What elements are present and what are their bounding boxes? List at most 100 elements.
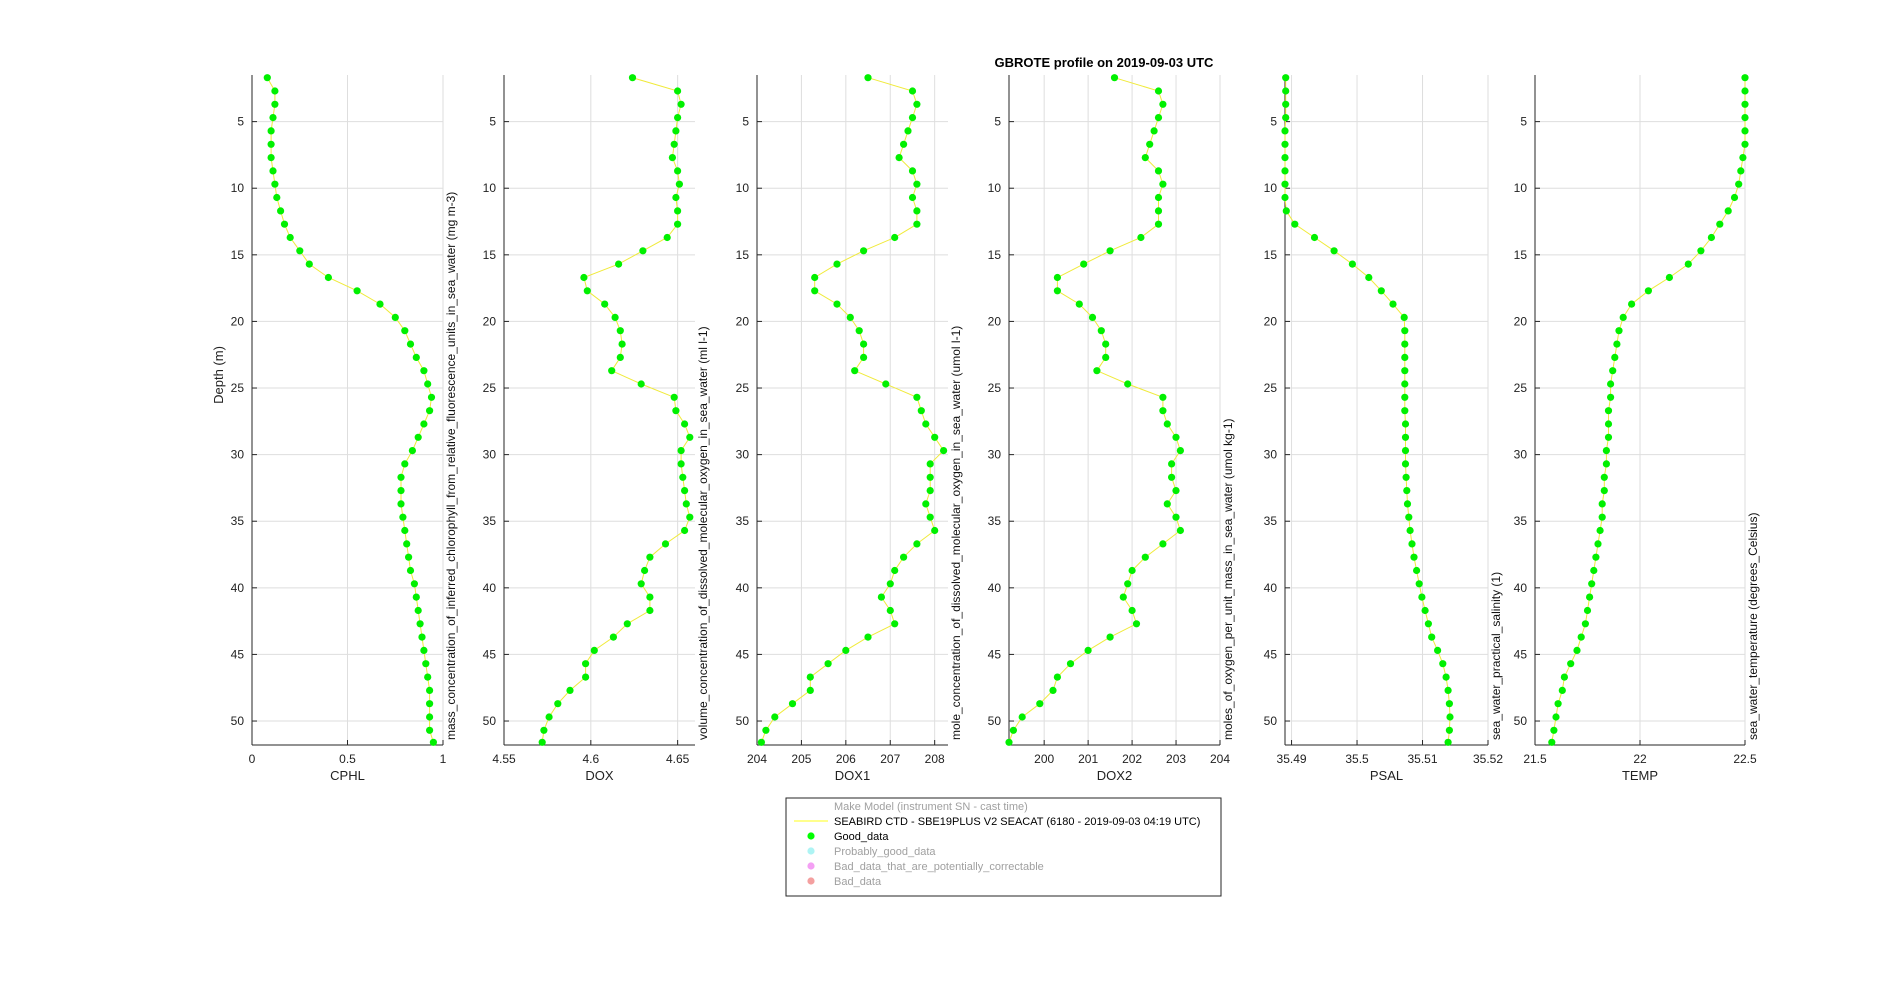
data-point: 0.67, 18.7 — [376, 300, 384, 308]
data-point: 207.8, 27.7 — [922, 420, 930, 428]
data-point: 207.3, 37.7 — [900, 553, 908, 561]
data-point: 4.653, 31.7 — [679, 473, 687, 481]
data-point: 206, 44.7 — [842, 646, 850, 655]
legend-entry-label: Bad_data_that_are_potentially_correctabl… — [834, 861, 1044, 873]
y-tick-label: 50 — [736, 714, 750, 728]
data-point: 0.12, 3.7 — [271, 100, 279, 108]
y-tick-label: 25 — [1514, 381, 1528, 395]
y-tick-label: 40 — [483, 581, 497, 595]
data-point: 21.67, 45.7 — [1567, 660, 1575, 668]
data-point: 207.5, 8.7 — [908, 167, 917, 175]
data-point: 35.508, 33.7 — [1403, 500, 1412, 508]
y-tick-label: 10 — [483, 181, 497, 195]
data-point: 0.9, 27.7 — [420, 420, 428, 428]
data-point: 201.4, 21.7 — [1102, 340, 1110, 348]
legend-marker-swatch — [807, 832, 815, 840]
data-point: 4.648, 25.7 — [670, 393, 678, 401]
data-point: 201.5, 14.7 — [1106, 247, 1114, 255]
x-tick-label: 205 — [791, 752, 811, 766]
legend-marker-swatch — [807, 862, 815, 870]
data-point: 21.7, 44.7 — [1573, 646, 1581, 655]
data-point: 22.42, 11.7 — [1724, 207, 1732, 215]
data-point: 0.88, 42.7 — [416, 620, 424, 628]
data-point: 35.508, 35.7 — [1406, 526, 1414, 535]
data-point: 21.87, 23.7 — [1609, 367, 1617, 375]
data-point: 4.596, 16.7 — [580, 273, 588, 282]
data-point: 199.3, 50.7 — [1009, 726, 1018, 734]
data-point: 207.8, 33.7 — [922, 500, 930, 508]
data-point: 35.513, 45.7 — [1439, 660, 1447, 668]
x-tick-label: 1 — [440, 752, 447, 766]
y-tick-label: 20 — [483, 314, 497, 328]
data-point: 0.85, 39.7 — [410, 580, 418, 588]
data-point: 202.6, 2.7 — [1154, 87, 1163, 95]
data-point: 0.9, 44.7 — [420, 646, 428, 655]
data-point: 21.59, 50.7 — [1550, 726, 1558, 734]
data-point: 4.657, 28.7 — [686, 433, 694, 441]
data-point: 4.652, 29.7 — [677, 447, 685, 455]
data-point: 205.6, 45.7 — [824, 660, 832, 668]
data-point: 21.85, 28.7 — [1604, 433, 1613, 441]
data-point: 4.65, 4.7 — [674, 114, 682, 122]
data-point: 0.9, 23.7 — [420, 367, 428, 375]
panel-dox1: 5 10 15 20 25 30 35 40 45 50 204 205 206 207 208 DOX1 mo… — [736, 74, 963, 783]
data-point: 204.2, 50.7 — [762, 726, 770, 734]
x-tick-label: 201 — [1078, 752, 1098, 766]
y-tick-label: 25 — [1264, 381, 1278, 395]
data-point: 21.86, 25.7 — [1607, 393, 1615, 401]
y-tick-label: 5 — [1270, 115, 1277, 129]
data-point: 35.51, 39.7 — [1415, 580, 1423, 588]
data-point: 21.81, 35.7 — [1596, 526, 1604, 535]
data-point: 207, 41.7 — [886, 606, 894, 615]
y-tick-label: 20 — [1264, 314, 1278, 328]
data-point: 201.6, 1.7 — [1110, 74, 1119, 82]
y-tick-label: 10 — [988, 181, 1002, 195]
data-point: 0.78, 33.7 — [397, 500, 405, 508]
data-point: 202.7, 36.7 — [1159, 540, 1167, 548]
data-point: 21.83, 32.7 — [1600, 487, 1608, 495]
data-point: 0.94, 25.7 — [427, 393, 436, 401]
data-point: 0.84, 29.7 — [408, 447, 416, 455]
data-point: 207.1, 13.7 — [891, 233, 899, 242]
y-tick-label: 15 — [1264, 248, 1278, 262]
data-point: 22.23, 15.7 — [1684, 260, 1692, 268]
data-point: 4.617, 22.7 — [616, 353, 624, 361]
y-tick-label: 5 — [742, 115, 749, 129]
data-point: 35.507, 23.7 — [1401, 367, 1409, 375]
data-point: 35.507, 30.7 — [1401, 460, 1410, 468]
data-point: 0.3, 15.7 — [305, 260, 313, 268]
data-point: 22.45, 10.7 — [1730, 193, 1739, 202]
data-point: 206.4, 21.7 — [860, 340, 868, 348]
x-tick-label: 22 — [1633, 752, 1647, 766]
data-point: 21.8, 36.7 — [1594, 540, 1602, 548]
data-point: 4.631, 38.7 — [641, 566, 649, 575]
data-point: 21.76, 40.7 — [1586, 593, 1594, 601]
data-point: 4.572, 51.6 — [538, 738, 546, 746]
data-point: 203.1, 35.7 — [1176, 526, 1184, 535]
data-point: 202, 41.7 — [1128, 606, 1136, 615]
y-tick-label: 10 — [1514, 181, 1528, 195]
data-point: 0.82, 37.7 — [405, 553, 413, 561]
data-point: 4.65, 8.7 — [674, 167, 682, 175]
x-axis-label: TEMP — [1622, 768, 1658, 783]
x-tick-label: 207 — [880, 752, 900, 766]
data-point: 4.648, 6.7 — [670, 140, 678, 148]
data-point: 35.489, 4.7 — [1282, 114, 1290, 122]
y-tick-label: 20 — [736, 314, 750, 328]
data-point: 0.81, 36.7 — [403, 540, 411, 548]
data-point: 35.497, 14.7 — [1330, 247, 1338, 255]
data-point: 206.4, 14.7 — [860, 247, 868, 255]
data-point: 4.588, 47.7 — [566, 686, 574, 695]
data-point: 203.1, 29.7 — [1176, 447, 1184, 455]
data-point: 4.573, 50.7 — [540, 726, 548, 734]
data-point: 207.9, 30.7 — [926, 460, 934, 468]
data-point: 201.1, 19.7 — [1088, 313, 1097, 321]
data-point: 204.4, 49.7 — [771, 713, 779, 721]
x-tick-label: 4.6 — [582, 752, 599, 766]
legend-entry-label: SEABIRD CTD - SBE19PLUS V2 SEACAT (6180 … — [834, 816, 1200, 828]
y-tick-label: 50 — [483, 714, 497, 728]
x-tick-label: 4.55 — [492, 752, 516, 766]
y-tick-label: 15 — [988, 248, 1002, 262]
data-point: 21.85, 26.7 — [1604, 407, 1613, 415]
